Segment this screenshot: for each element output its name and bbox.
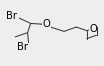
Text: O: O [89,24,97,34]
Text: Br: Br [6,11,17,21]
Text: O: O [42,19,50,29]
Text: Br: Br [17,42,28,52]
